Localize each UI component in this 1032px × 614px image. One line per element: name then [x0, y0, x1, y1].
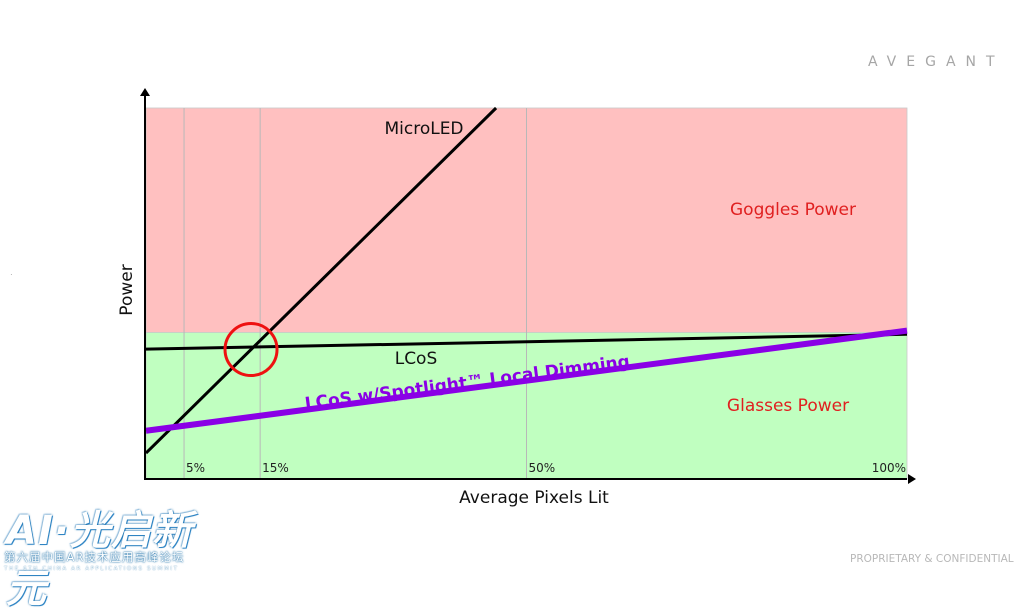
event-logo: AI·光启新元 第六届中国AR技术应用高峰论坛 THE 6TH CHINA AR…: [4, 500, 219, 612]
y-axis-title: Power: [117, 264, 137, 315]
chart-annotations: [223, 322, 279, 378]
event-logo-subtitle-en: THE 6TH CHINA AR APPLICATIONS SUMMIT: [4, 566, 179, 572]
confidential-notice: PROPRIETARY & CONFIDENTIAL: [850, 553, 1014, 565]
y-axis-arrow: [140, 88, 150, 96]
crossover-circle: [223, 322, 279, 378]
series-line-lcos: [145, 332, 908, 351]
x-tick-label-50: 50%: [529, 461, 556, 475]
power-chart: Goggles Power Glasses Power 5% 15% 50% 100% Mi…: [117, 88, 916, 508]
x-axis-title: Average Pixels Lit: [459, 488, 609, 508]
x-axis-arrow: [908, 474, 916, 484]
slide-marker: ·: [10, 270, 13, 279]
event-logo-subtitle: 第六届中国AR技术应用高峰论坛: [4, 550, 185, 564]
series-label-lcos: LCoS: [395, 349, 438, 369]
brand-logo: AVEGANT: [868, 54, 1005, 70]
x-tick-label-100: 100%: [872, 461, 906, 475]
region-label-glasses-power: Glasses Power: [727, 396, 849, 416]
event-logo-title: AI·光启新元: [6, 508, 194, 612]
chart-axes: [140, 88, 916, 484]
series-line-microled: [144, 106, 498, 455]
chart-series: [144, 106, 908, 455]
series-label-microled: MicroLED: [384, 119, 463, 139]
x-tick-label-15: 15%: [262, 461, 289, 475]
x-tick-label-5: 5%: [186, 461, 205, 475]
series-line-lcos-w-spotlight-local-dimming: [145, 327, 908, 434]
region-label-goggles-power: Goggles Power: [730, 200, 856, 220]
